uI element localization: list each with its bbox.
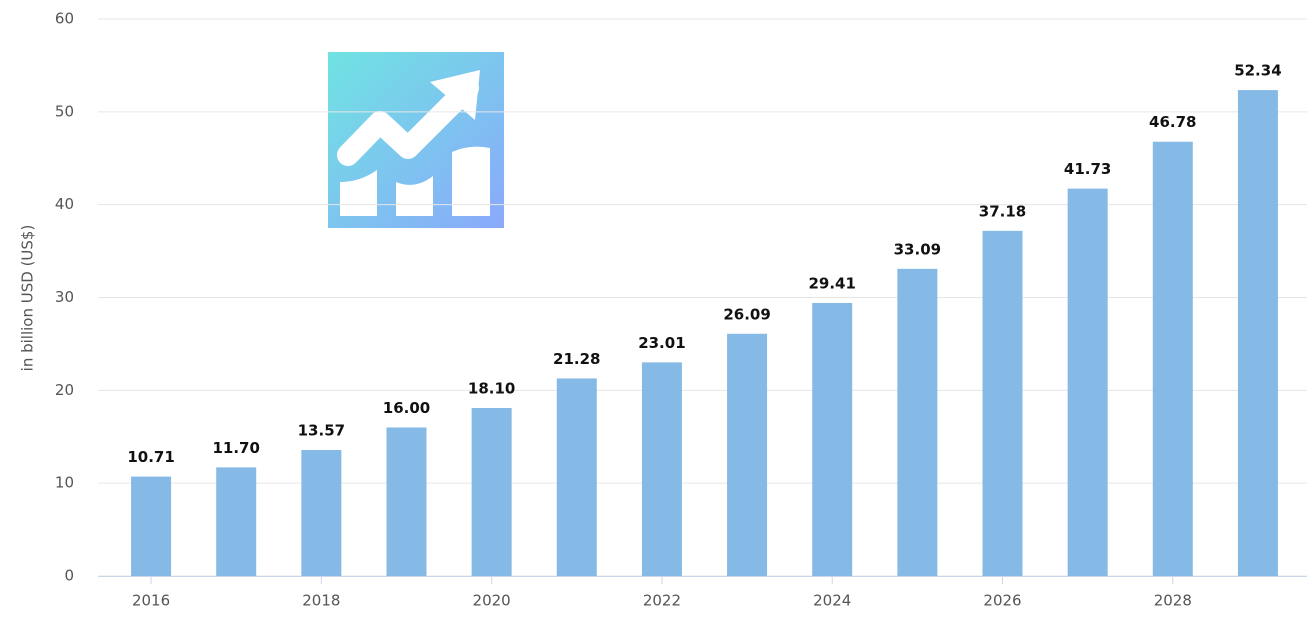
y-tick-label: 20 [55, 381, 74, 399]
bar [556, 378, 597, 576]
value-label: 10.71 [127, 448, 174, 466]
value-label: 29.41 [808, 274, 855, 292]
y-tick-label: 10 [55, 474, 74, 492]
y-tick-label: 50 [55, 102, 74, 120]
y-tick-label: 60 [55, 10, 74, 28]
bar [1237, 90, 1278, 576]
value-label: 52.34 [1234, 62, 1281, 80]
bar [1067, 188, 1108, 576]
value-label: 33.09 [894, 240, 941, 258]
x-tick-label: 2028 [1154, 592, 1192, 610]
logo-icon [328, 52, 504, 228]
bar [131, 476, 172, 576]
value-label: 37.18 [979, 202, 1026, 220]
bar [727, 333, 768, 576]
bar [641, 362, 682, 576]
x-tick-label: 2016 [132, 592, 170, 610]
bar [471, 407, 512, 576]
value-label: 21.28 [553, 350, 600, 368]
bar [216, 467, 257, 576]
y-tick-label: 0 [64, 567, 74, 585]
value-label: 18.10 [468, 379, 515, 397]
value-label: 26.09 [723, 305, 770, 323]
bar [386, 427, 427, 576]
y-tick-label: 40 [55, 195, 74, 213]
bar [897, 268, 938, 576]
value-label: 41.73 [1064, 160, 1111, 178]
value-label: 13.57 [298, 422, 345, 440]
x-tick-label: 2026 [983, 592, 1021, 610]
x-tick-label: 2024 [813, 592, 851, 610]
x-tick-label: 2018 [302, 592, 340, 610]
bar [1152, 141, 1193, 577]
y-axis-title: in billion USD (US$) [19, 225, 37, 372]
bar [982, 230, 1023, 576]
bar [812, 302, 853, 576]
value-label: 23.01 [638, 334, 685, 352]
y-tick-label: 30 [55, 288, 74, 306]
x-tick-label: 2020 [473, 592, 511, 610]
value-label: 11.70 [212, 439, 259, 457]
value-label: 46.78 [1149, 113, 1196, 131]
bar [301, 450, 342, 576]
x-tick-label: 2022 [643, 592, 681, 610]
value-label: 16.00 [383, 399, 430, 417]
